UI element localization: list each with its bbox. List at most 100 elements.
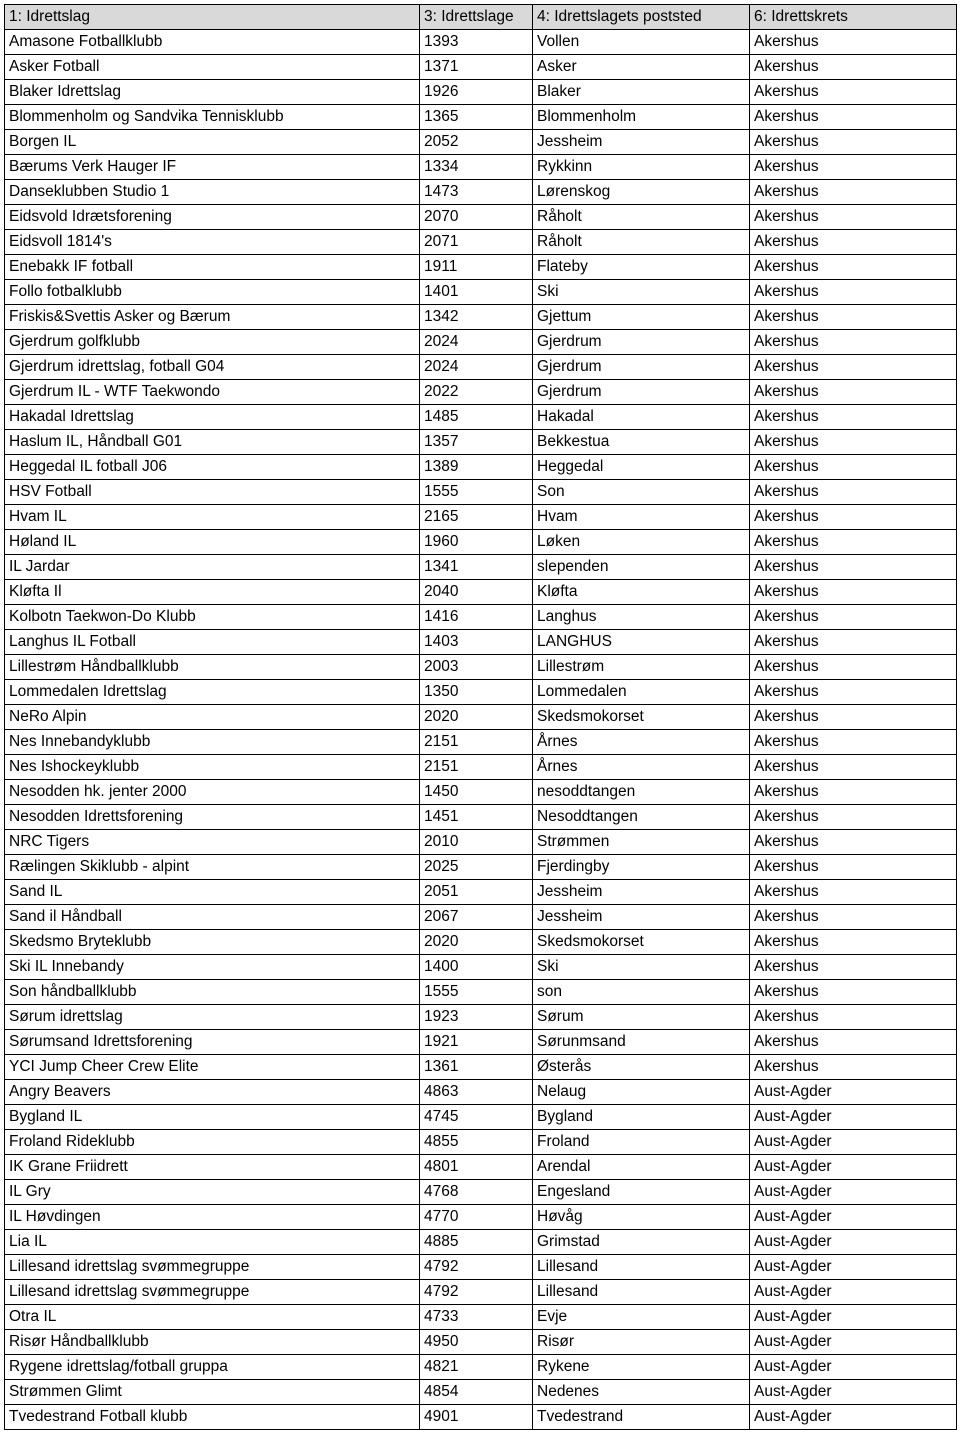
table-cell: Akershus	[750, 480, 957, 505]
table-cell: 1921	[420, 1030, 533, 1055]
table-cell: 1389	[420, 455, 533, 480]
table-cell: 2067	[420, 905, 533, 930]
table-cell: 1341	[420, 555, 533, 580]
table-cell: Akershus	[750, 805, 957, 830]
table-cell: Gjerdrum	[533, 330, 750, 355]
table-cell: Fjerdingby	[533, 855, 750, 880]
table-cell: Risør Håndballklubb	[5, 1330, 420, 1355]
table-cell: Froland Rideklubb	[5, 1130, 420, 1155]
table-cell: 2024	[420, 330, 533, 355]
table-cell: Tvedestrand	[533, 1405, 750, 1430]
table-cell: 1416	[420, 605, 533, 630]
table-row: Froland Rideklubb4855FrolandAust-Agder	[5, 1130, 957, 1155]
table-cell: Akershus	[750, 1055, 957, 1080]
table-row: Skedsmo Bryteklubb2020SkedsmokorsetAkers…	[5, 930, 957, 955]
table-cell: Strømmen Glimt	[5, 1380, 420, 1405]
table-cell: Sørum	[533, 1005, 750, 1030]
table-cell: Lommedalen Idrettslag	[5, 680, 420, 705]
table-cell: Sørunmsand	[533, 1030, 750, 1055]
table-cell: Akershus	[750, 205, 957, 230]
table-cell: Akershus	[750, 905, 957, 930]
table-row: Eidsvold Idrætsforening2070RåholtAkershu…	[5, 205, 957, 230]
table-cell: Akershus	[750, 330, 957, 355]
table-cell: Akershus	[750, 1030, 957, 1055]
table-row: Enebakk IF fotball1911FlatebyAkershus	[5, 255, 957, 280]
table-row: Ski IL Innebandy1400SkiAkershus	[5, 955, 957, 980]
table-row: Sørumsand Idrettsforening1921SørunmsandA…	[5, 1030, 957, 1055]
table-cell: Bygland	[533, 1105, 750, 1130]
table-cell: Årnes	[533, 730, 750, 755]
table-row: Danseklubben Studio 11473LørenskogAkersh…	[5, 180, 957, 205]
table-row: Rælingen Skiklubb - alpint2025Fjerdingby…	[5, 855, 957, 880]
table-header-row: 1: Idrettslag 3: Idrettslage 4: Idrettsl…	[5, 5, 957, 30]
table-cell: 1923	[420, 1005, 533, 1030]
table-cell: Strømmen	[533, 830, 750, 855]
table-cell: 4745	[420, 1105, 533, 1130]
table-row: Nesodden Idrettsforening1451Nesoddtangen…	[5, 805, 957, 830]
col-header-idrettskrets: 6: Idrettskrets	[750, 5, 957, 30]
table-cell: Akershus	[750, 980, 957, 1005]
table-row: Amasone Fotballklubb1393VollenAkershus	[5, 30, 957, 55]
table-cell: 2020	[420, 930, 533, 955]
table-cell: Rælingen Skiklubb - alpint	[5, 855, 420, 880]
table-cell: HSV Fotball	[5, 480, 420, 505]
table-cell: Kløfta	[533, 580, 750, 605]
table-cell: 1555	[420, 980, 533, 1005]
table-cell: Høland IL	[5, 530, 420, 555]
table-cell: Lillesand	[533, 1255, 750, 1280]
table-cell: Akershus	[750, 630, 957, 655]
table-cell: Eidsvold Idrætsforening	[5, 205, 420, 230]
table-cell: Heggedal IL fotball J06	[5, 455, 420, 480]
table-cell: Akershus	[750, 130, 957, 155]
table-cell: Angry Beavers	[5, 1080, 420, 1105]
table-cell: Gjettum	[533, 305, 750, 330]
table-cell: Lillesand idrettslag svømmegruppe	[5, 1280, 420, 1305]
table-cell: 1334	[420, 155, 533, 180]
table-cell: NeRo Alpin	[5, 705, 420, 730]
table-row: Sand il Håndball2067JessheimAkershus	[5, 905, 957, 930]
table-cell: 1371	[420, 55, 533, 80]
table-cell: 4855	[420, 1130, 533, 1155]
table-cell: 2051	[420, 880, 533, 905]
table-cell: Akershus	[750, 755, 957, 780]
table-cell: Nedenes	[533, 1380, 750, 1405]
table-cell: 1361	[420, 1055, 533, 1080]
table-cell: Aust-Agder	[750, 1330, 957, 1355]
table-cell: Årnes	[533, 755, 750, 780]
table-cell: Rykene	[533, 1355, 750, 1380]
table-cell: 1911	[420, 255, 533, 280]
table-cell: Rykkinn	[533, 155, 750, 180]
table-cell: Hvam	[533, 505, 750, 530]
table-cell: son	[533, 980, 750, 1005]
table-cell: Aust-Agder	[750, 1155, 957, 1180]
table-cell: Nes Innebandyklubb	[5, 730, 420, 755]
table-row: Lillesand idrettslag svømmegruppe4792Lil…	[5, 1280, 957, 1305]
table-row: Nesodden hk. jenter 20001450nesoddtangen…	[5, 780, 957, 805]
table-row: Haslum IL, Håndball G011357BekkestuaAker…	[5, 430, 957, 455]
table-row: YCI Jump Cheer Crew Elite1361ØsteråsAker…	[5, 1055, 957, 1080]
table-cell: slependen	[533, 555, 750, 580]
table-cell: Grimstad	[533, 1230, 750, 1255]
table-cell: Akershus	[750, 380, 957, 405]
table-row: Høland IL1960LøkenAkershus	[5, 530, 957, 555]
table-cell: Skedsmo Bryteklubb	[5, 930, 420, 955]
table-cell: Son	[533, 480, 750, 505]
table-row: HSV Fotball1555SonAkershus	[5, 480, 957, 505]
table-cell: Akershus	[750, 580, 957, 605]
table-row: IL Jardar1341slependenAkershus	[5, 555, 957, 580]
table-row: Friskis&Svettis Asker og Bærum1342Gjettu…	[5, 305, 957, 330]
table-row: Langhus IL Fotball1403LANGHUSAkershus	[5, 630, 957, 655]
table-cell: Arendal	[533, 1155, 750, 1180]
table-cell: Akershus	[750, 930, 957, 955]
table-cell: Akershus	[750, 80, 957, 105]
table-cell: 4821	[420, 1355, 533, 1380]
table-cell: Akershus	[750, 730, 957, 755]
table-cell: 1926	[420, 80, 533, 105]
col-header-idrettslag: 1: Idrettslag	[5, 5, 420, 30]
table-cell: Lia IL	[5, 1230, 420, 1255]
table-cell: Østerås	[533, 1055, 750, 1080]
table-cell: Blommenholm og Sandvika Tennisklubb	[5, 105, 420, 130]
table-row: Son håndballklubb1555sonAkershus	[5, 980, 957, 1005]
table-row: Nes Ishockeyklubb2151ÅrnesAkershus	[5, 755, 957, 780]
table-cell: Akershus	[750, 530, 957, 555]
